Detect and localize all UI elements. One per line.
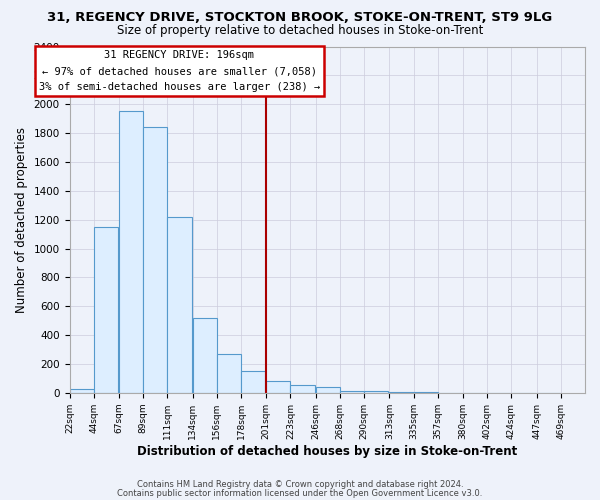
Bar [364,392,388,393]
Bar [143,128,167,393]
Bar [94,227,118,393]
X-axis label: Distribution of detached houses by size in Stoke-on-Trent: Distribution of detached houses by size … [137,444,517,458]
Y-axis label: Number of detached properties: Number of detached properties [15,126,28,312]
Bar [290,385,314,393]
Bar [70,388,94,393]
Bar [340,390,364,393]
Text: Contains public sector information licensed under the Open Government Licence v3: Contains public sector information licen… [118,488,482,498]
Bar [241,371,265,393]
Bar [389,392,413,393]
Text: Contains HM Land Registry data © Crown copyright and database right 2024.: Contains HM Land Registry data © Crown c… [137,480,463,489]
Bar [316,387,340,393]
Bar [266,382,290,393]
Bar [119,112,143,393]
Text: Size of property relative to detached houses in Stoke-on-Trent: Size of property relative to detached ho… [117,24,483,37]
Bar [217,354,241,393]
Bar [193,318,217,393]
Text: 31 REGENCY DRIVE: 196sqm
← 97% of detached houses are smaller (7,058)
3% of semi: 31 REGENCY DRIVE: 196sqm ← 97% of detach… [39,50,320,92]
Bar [167,217,191,393]
Text: 31, REGENCY DRIVE, STOCKTON BROOK, STOKE-ON-TRENT, ST9 9LG: 31, REGENCY DRIVE, STOCKTON BROOK, STOKE… [47,11,553,24]
